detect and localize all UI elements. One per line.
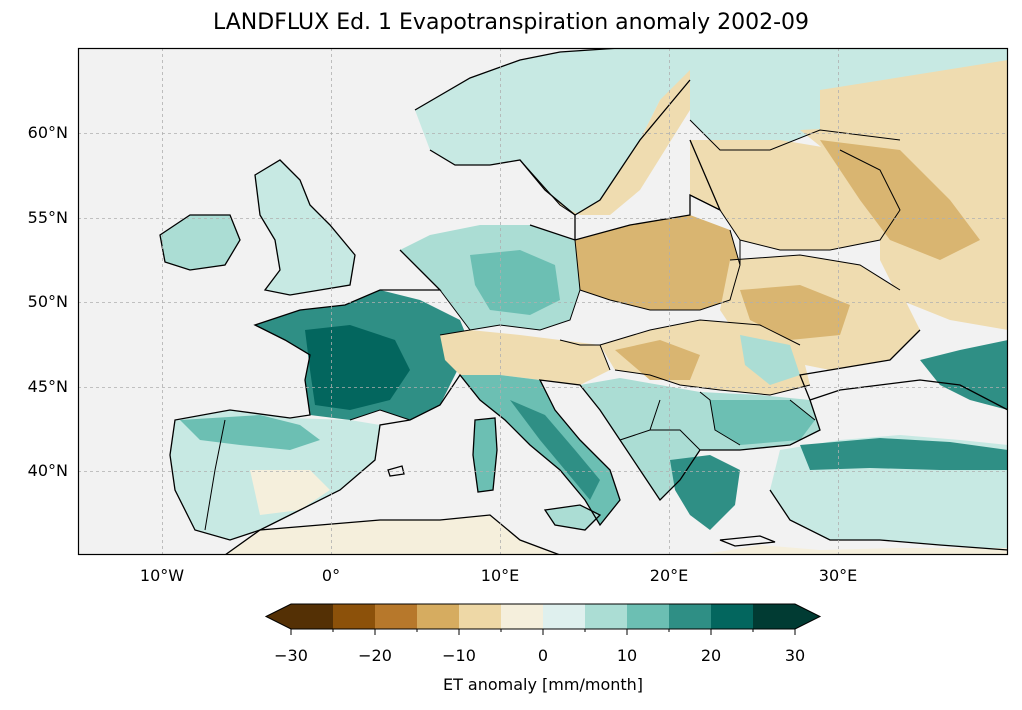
colorbar-tick-label: −10 — [442, 646, 476, 665]
region-carpathians-wet — [740, 335, 800, 385]
region-alps — [440, 330, 610, 385]
region-ireland — [160, 215, 240, 270]
coast-ireland — [159, 214, 241, 271]
colorbar-bin — [291, 604, 334, 629]
region-turkey-wet — [800, 438, 1008, 470]
lat-label-50n: 50°N — [27, 292, 68, 311]
colorbar-bin — [333, 604, 376, 629]
colorbar-bin — [585, 604, 628, 629]
region-russia-dry — [820, 140, 980, 260]
colorbar-tick-label: 0 — [537, 646, 549, 665]
colorbar-tick-label: −30 — [274, 646, 308, 665]
coast-sicily — [543, 504, 602, 531]
region-france-core — [305, 325, 410, 410]
colorbar-bin — [711, 604, 754, 629]
colorbar-tick-label: 30 — [784, 646, 806, 665]
coast-turkey-south — [769, 489, 1008, 551]
region-bulgaria — [710, 400, 815, 445]
coast-great-britain — [254, 159, 356, 296]
lon-label-30e: 30°E — [818, 566, 858, 585]
lon-label-20e: 20°E — [649, 566, 689, 585]
coast-north-africa — [224, 514, 561, 555]
colorbar-bin — [669, 604, 712, 629]
colorbar-label: ET anomaly [mm/month] — [442, 675, 644, 694]
region-libya-egypt — [700, 545, 1008, 555]
colorbar-bin — [627, 604, 670, 629]
colorbar-bin — [543, 604, 586, 629]
region-sicily — [545, 505, 600, 530]
land-anomaly-layer — [160, 48, 1008, 555]
lat-label-45n: 45°N — [27, 377, 68, 396]
region-north-africa — [225, 515, 560, 555]
colorbar-bin — [501, 604, 544, 629]
map-title: LANDFLUX Ed. 1 Evapotranspiration anomal… — [213, 10, 809, 35]
coast-black-sea — [809, 379, 1008, 411]
region-poland — [575, 215, 740, 310]
region-iberia-dry — [250, 470, 330, 515]
region-finland-dry — [820, 60, 1008, 140]
region-iberia-wet — [180, 415, 320, 450]
region-ukraine-core — [740, 285, 850, 340]
region-greece — [670, 455, 740, 530]
texture-overlay — [78, 48, 1008, 555]
region-norway — [415, 48, 700, 215]
coast-mallorca — [387, 465, 405, 477]
colorbar-tick-label: −20 — [358, 646, 392, 665]
region-sardinia-corsica — [473, 418, 497, 492]
colorbar-bin — [459, 604, 502, 629]
region-great-britain — [255, 160, 355, 295]
region-sweden — [520, 70, 690, 215]
lon-label-0: 0° — [321, 566, 341, 585]
lat-label-60n: 60°N — [27, 123, 68, 142]
gridlines — [78, 48, 1008, 555]
lon-label-10w: 10°W — [139, 566, 185, 585]
coast-corsica-sardinia — [472, 417, 498, 493]
region-germany-wet — [470, 250, 560, 315]
map-frame — [77, 47, 1009, 556]
region-italy-wet — [510, 400, 600, 500]
country-borders — [204, 119, 901, 531]
lon-label-10e: 10°E — [480, 566, 520, 585]
colorbar-extend-min — [266, 604, 291, 629]
colorbar-bin — [375, 604, 418, 629]
colorbar-bin — [417, 604, 460, 629]
colorbar-bin — [753, 604, 796, 629]
colorbar-tick-label: 20 — [700, 646, 722, 665]
colorbar-extend-max — [795, 604, 820, 629]
colorbar-tick-label: 10 — [616, 646, 638, 665]
colorbar — [264, 603, 822, 635]
coast-crete — [719, 535, 776, 547]
lat-label-55n: 55°N — [27, 208, 68, 227]
lat-label-40n: 40°N — [27, 461, 68, 480]
region-pannonia — [615, 340, 700, 380]
region-caucasus — [920, 340, 1008, 410]
